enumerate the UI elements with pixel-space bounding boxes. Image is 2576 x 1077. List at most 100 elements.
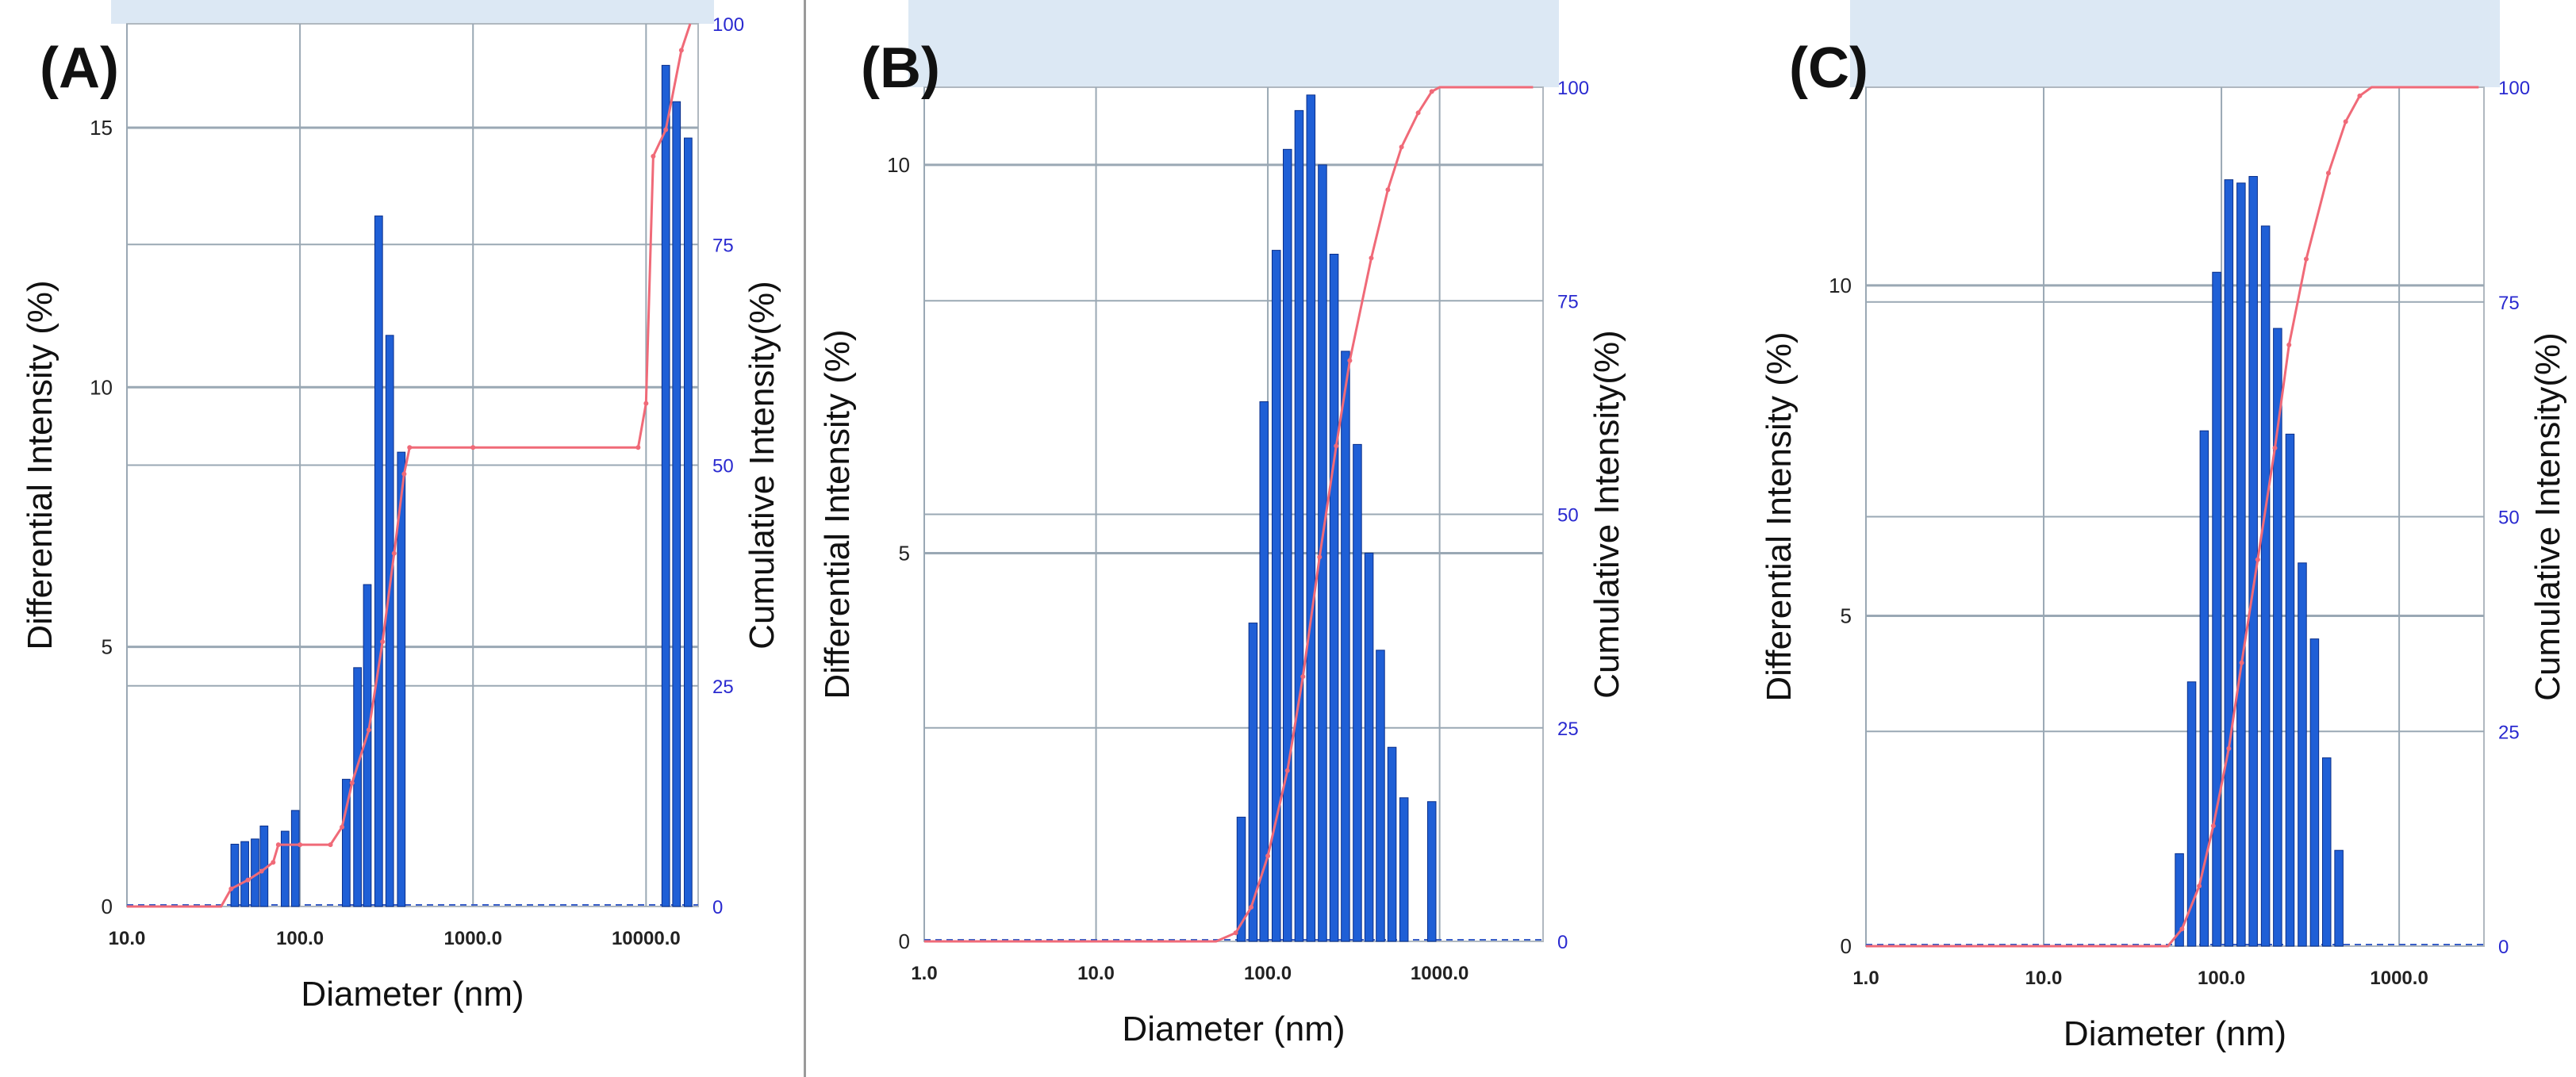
y2-tick-label: 75	[712, 235, 734, 256]
cumulative-point	[2286, 342, 2292, 347]
header-band	[908, 0, 1559, 87]
cumulative-point	[349, 780, 355, 786]
x-tick-label: 1.0	[1852, 968, 1879, 989]
cumulative-line	[1866, 86, 2479, 948]
bar	[2212, 271, 2221, 947]
bar	[1364, 552, 1374, 942]
cumulative-point	[1347, 358, 1353, 363]
bar	[2309, 638, 2320, 947]
cumulative-point	[275, 842, 281, 848]
y-tick-label: 0	[899, 929, 910, 953]
cumulative-point	[678, 48, 684, 53]
cumulative-point	[2343, 119, 2348, 125]
cumulative-point	[245, 877, 251, 883]
y-tick-label: 15	[90, 116, 113, 140]
x-axis-title: Diameter (nm)	[301, 975, 524, 1014]
cumulative-point	[1300, 674, 1306, 680]
bar	[2199, 430, 2209, 947]
x-tick-label: 100.0	[276, 928, 324, 949]
panel-label: (C)	[1789, 36, 1868, 100]
y2-tick-label: 25	[1557, 719, 1579, 740]
cumulative-point	[401, 471, 407, 477]
bar	[1294, 109, 1304, 942]
x-tick-label: 100.0	[1244, 963, 1292, 984]
cumulative-point	[228, 886, 234, 891]
cumulative-point	[2179, 926, 2185, 932]
chart-panel-b: 0 5 10 0 25 50 75 100 1.0 10.0 100.0 1000.0 Diameter…	[813, 0, 1630, 1077]
cumulative-point	[259, 868, 264, 874]
bar	[1259, 401, 1269, 942]
y2-tick-label: 25	[712, 676, 734, 698]
x-tick-label: 10.0	[2025, 968, 2063, 989]
x-tick-label: 1.0	[911, 963, 937, 984]
cumulative-point	[2272, 445, 2278, 450]
cumulative-point	[380, 639, 386, 645]
y-tick-label: 10	[887, 153, 910, 177]
y2-tick-label: 100	[2498, 78, 2530, 99]
cumulative-point	[1233, 930, 1238, 936]
cumulative-point	[1415, 110, 1421, 116]
y2-axis-title: Cumulative Intensity(%)	[743, 281, 781, 650]
chart-panel-a: 0 5 10 15 0 25 50 75 100 10.0 100.0 1000.0 10000.0 Di…	[0, 0, 801, 1077]
cumulative-point	[2197, 883, 2202, 889]
bar	[2285, 433, 2295, 947]
x-tick-label: 100.0	[2198, 968, 2245, 989]
header-band	[1850, 0, 2500, 87]
chart-a-svg: 0 5 10 15 0 25 50 75 100 10.0 100.0 1000.0 10000.0 Di…	[21, 0, 781, 1014]
header-band	[111, 0, 714, 24]
bar	[374, 215, 383, 907]
y2-tick-label: 0	[1557, 932, 1568, 953]
y2-tick-label: 50	[1557, 505, 1579, 527]
bar	[2224, 179, 2234, 947]
bar	[1318, 164, 1327, 942]
cumulative-point	[1334, 443, 1339, 449]
bar	[1387, 746, 1397, 942]
cumulative-point	[1249, 904, 1254, 910]
bar	[342, 779, 351, 907]
bar	[1248, 623, 1258, 942]
cumulative-point	[651, 153, 656, 159]
cumulative-point	[271, 860, 276, 865]
y2-tick-label: 100	[712, 14, 744, 36]
y2-tick-label: 75	[2498, 293, 2520, 314]
bar	[661, 64, 670, 907]
y-axis-title: Differential Intensity (%)	[818, 329, 857, 699]
y-tick-label: 10	[1829, 274, 1852, 297]
cumulative-point	[2239, 660, 2244, 665]
x-tick-label: 10000.0	[612, 928, 681, 949]
bar	[2186, 681, 2197, 947]
cumulative-point	[470, 445, 476, 450]
x-tick-label: 1000.0	[2370, 968, 2428, 989]
y2-tick-label: 75	[1557, 291, 1579, 312]
cumulative-point	[2255, 557, 2260, 562]
chart-panel-c: 0 5 10 0 25 50 75 100 1.0 10.0 100.0 1000.0 Diameter…	[1757, 0, 2576, 1077]
y2-tick-label: 0	[2498, 937, 2509, 958]
x-tick-label: 1000.0	[1411, 963, 1468, 984]
cumulative-point	[366, 727, 371, 733]
cumulative-point	[1429, 89, 1434, 94]
x-tick-label: 10.0	[1077, 963, 1115, 984]
bar	[1341, 351, 1350, 942]
y-axis-title: Differential Intensity (%)	[1760, 332, 1799, 701]
cumulative-point	[340, 824, 345, 830]
bar	[385, 335, 394, 907]
cumulative-point	[298, 842, 303, 848]
cumulative-point	[2303, 256, 2309, 262]
y-tick-label: 0	[102, 895, 113, 918]
bar	[1236, 816, 1246, 942]
cumulative-point	[643, 401, 649, 406]
cumulative-point	[2210, 823, 2216, 829]
cumulative-point	[2357, 93, 2363, 98]
x-tick-label: 10.0	[109, 928, 146, 949]
y-tick-label: 5	[102, 635, 113, 659]
bar	[2236, 182, 2246, 947]
bar	[2175, 853, 2184, 947]
bar	[1282, 148, 1292, 942]
panel-label: (A)	[40, 36, 119, 100]
y-tick-label: 10	[90, 375, 113, 399]
bar	[353, 667, 362, 907]
bar	[1306, 94, 1316, 942]
y-axis-title: Differential Intensity (%)	[21, 280, 60, 650]
